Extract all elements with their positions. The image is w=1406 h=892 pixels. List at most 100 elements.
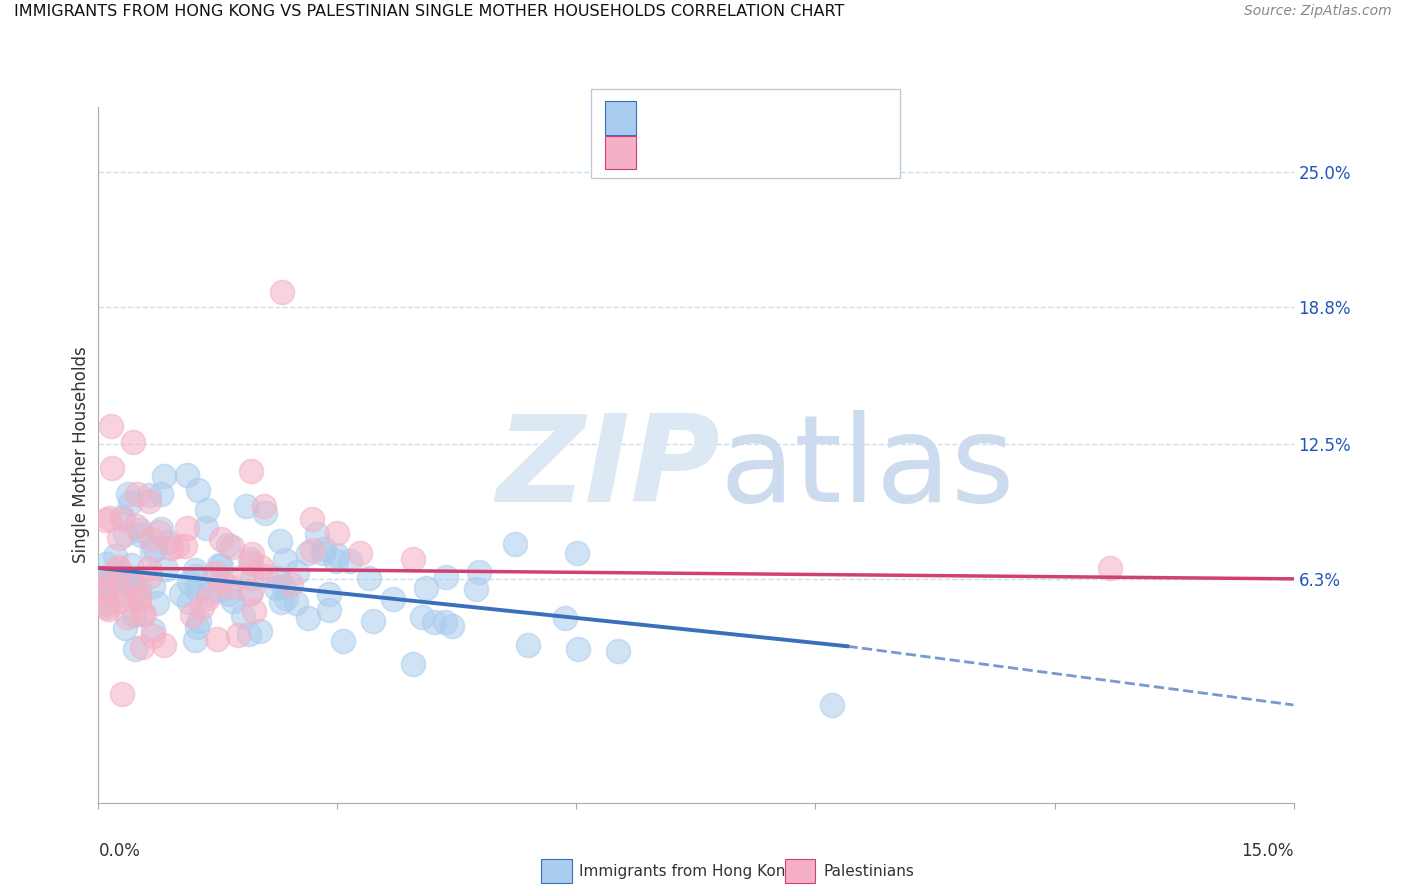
Point xyxy=(108,531,131,545)
Point xyxy=(128,582,150,596)
Point xyxy=(96,558,118,572)
Point xyxy=(361,614,384,628)
Point xyxy=(240,584,263,599)
Point xyxy=(184,633,207,648)
Point xyxy=(240,571,263,585)
Point xyxy=(218,587,240,601)
Point xyxy=(122,607,145,622)
Point xyxy=(122,578,145,592)
Point xyxy=(138,561,160,575)
Point xyxy=(253,499,276,513)
Point xyxy=(187,483,209,497)
Point xyxy=(131,528,153,542)
Point xyxy=(146,596,169,610)
Point xyxy=(232,609,254,624)
Point xyxy=(554,611,576,625)
Text: Source: ZipAtlas.com: Source: ZipAtlas.com xyxy=(1244,4,1392,19)
Point xyxy=(274,591,297,605)
Point xyxy=(159,541,181,555)
Point xyxy=(238,627,260,641)
Point xyxy=(115,572,138,586)
Point xyxy=(96,594,118,608)
Point xyxy=(143,541,166,556)
Point xyxy=(141,544,163,558)
Point xyxy=(232,569,254,583)
Point xyxy=(104,588,127,602)
Y-axis label: Single Mother Households: Single Mother Households xyxy=(72,347,90,563)
Point xyxy=(148,524,170,539)
Point xyxy=(284,596,307,610)
Point xyxy=(111,687,134,701)
Point xyxy=(134,607,156,621)
Point xyxy=(567,641,589,656)
Text: R = -0.025   N =  64: R = -0.025 N = 64 xyxy=(644,145,821,160)
Point xyxy=(207,632,229,647)
Point xyxy=(153,469,176,483)
Point xyxy=(177,595,200,609)
Point xyxy=(176,521,198,535)
Point xyxy=(271,579,294,593)
Point xyxy=(117,574,139,589)
Point xyxy=(142,624,165,638)
Point xyxy=(254,569,277,583)
Point xyxy=(150,487,173,501)
Point xyxy=(235,499,257,513)
Point xyxy=(166,539,188,553)
Point xyxy=(465,582,488,596)
Point xyxy=(209,574,232,589)
Point xyxy=(468,566,491,580)
Point xyxy=(325,554,347,568)
Text: ZIP: ZIP xyxy=(496,410,720,527)
Point xyxy=(325,548,347,562)
Point xyxy=(239,556,262,570)
Point xyxy=(270,285,292,299)
Point xyxy=(184,563,207,577)
Point xyxy=(280,577,302,591)
Point xyxy=(96,571,118,585)
Point xyxy=(318,603,340,617)
Point xyxy=(402,551,425,566)
Point xyxy=(124,642,146,657)
Point xyxy=(270,595,292,609)
Point xyxy=(97,511,120,525)
Point xyxy=(434,570,457,584)
Point xyxy=(382,592,405,607)
Point xyxy=(177,575,200,590)
Point xyxy=(433,615,456,629)
Point xyxy=(349,545,371,559)
Point xyxy=(142,629,165,643)
Point xyxy=(138,488,160,502)
Point xyxy=(222,594,245,608)
Point xyxy=(107,563,129,577)
Point xyxy=(149,522,172,536)
Point xyxy=(131,640,153,655)
Point xyxy=(301,542,323,557)
Point xyxy=(101,461,124,475)
Point xyxy=(204,566,226,581)
Point xyxy=(96,575,118,590)
Text: R = -0.307   N = 101: R = -0.307 N = 101 xyxy=(644,111,827,125)
Point xyxy=(142,579,165,593)
Point xyxy=(156,535,179,549)
Point xyxy=(181,608,204,623)
Point xyxy=(305,527,328,541)
Point xyxy=(239,551,262,566)
Point xyxy=(125,518,148,533)
Point xyxy=(516,638,538,652)
Point xyxy=(505,537,527,551)
Point xyxy=(108,593,131,607)
Point xyxy=(209,532,232,546)
Point xyxy=(411,610,433,624)
Point xyxy=(174,540,197,554)
Text: Immigrants from Hong Kong: Immigrants from Hong Kong xyxy=(579,864,796,879)
Point xyxy=(606,643,628,657)
Point xyxy=(176,467,198,482)
Point xyxy=(285,565,308,579)
Point xyxy=(359,571,381,585)
Point xyxy=(217,538,239,552)
Point xyxy=(107,574,129,588)
Point xyxy=(139,569,162,583)
Point xyxy=(249,624,271,639)
Point xyxy=(318,587,340,601)
Point xyxy=(186,582,208,596)
